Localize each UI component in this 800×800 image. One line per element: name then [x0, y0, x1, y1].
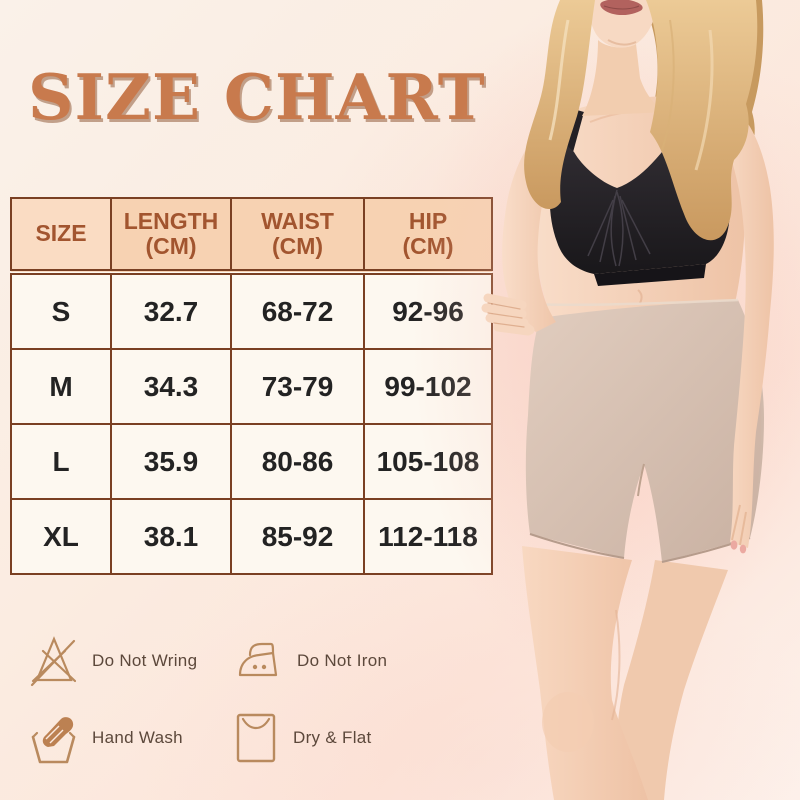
table-cell: 32.7	[110, 271, 232, 350]
care-label: Do Not Wring	[92, 651, 198, 670]
column-header-waist: WAIST (CM)	[230, 197, 365, 275]
table-cell: S	[10, 271, 112, 350]
do-not-wring-icon	[30, 636, 76, 687]
table-cell: 80-86	[230, 423, 365, 500]
table-cell: 73-79	[230, 348, 365, 425]
care-item-hand-wash: Hand Wash	[30, 710, 235, 766]
table-cell: 35.9	[110, 423, 232, 500]
table-cell: XL	[10, 498, 112, 575]
hand-wash-icon	[31, 717, 76, 764]
model-hair-front	[524, 0, 758, 241]
model-lips	[600, 0, 643, 15]
table-row: L 35.9 80-86 105-108	[10, 423, 493, 500]
page-title: SIZE CHART	[28, 60, 486, 134]
care-item-do-not-iron: Do Not Iron	[235, 634, 430, 688]
model-face-neck	[582, 0, 666, 116]
care-item-dry-flat: Dry & Flat	[235, 710, 430, 766]
column-header-length: LENGTH (CM)	[110, 197, 232, 275]
care-item-do-not-wring: Do Not Wring	[30, 634, 235, 688]
do-not-iron-icon	[238, 642, 278, 677]
model-right-arm	[716, 104, 774, 554]
table-cell: 38.1	[110, 498, 232, 575]
table-row: XL 38.1 85-92 112-118	[10, 498, 493, 575]
care-label: Do Not Iron	[297, 651, 388, 670]
care-instructions: Do Not Wring Do Not Iron	[30, 634, 430, 766]
table-cell: 34.3	[110, 348, 232, 425]
table-cell: 68-72	[230, 271, 365, 350]
table-cell: M	[10, 348, 112, 425]
dry-flat-icon	[236, 713, 276, 763]
column-header-size: SIZE	[10, 197, 112, 275]
table-cell: L	[10, 423, 112, 500]
care-label: Hand Wash	[92, 728, 183, 747]
model-legs	[522, 546, 728, 800]
size-chart-table: SIZE LENGTH(CM) WAIST(CM) HIP(CM) S 32.7…	[10, 197, 493, 575]
care-label: Dry & Flat	[293, 728, 372, 747]
table-cell: 85-92	[230, 498, 365, 575]
model-photo	[410, 0, 800, 800]
